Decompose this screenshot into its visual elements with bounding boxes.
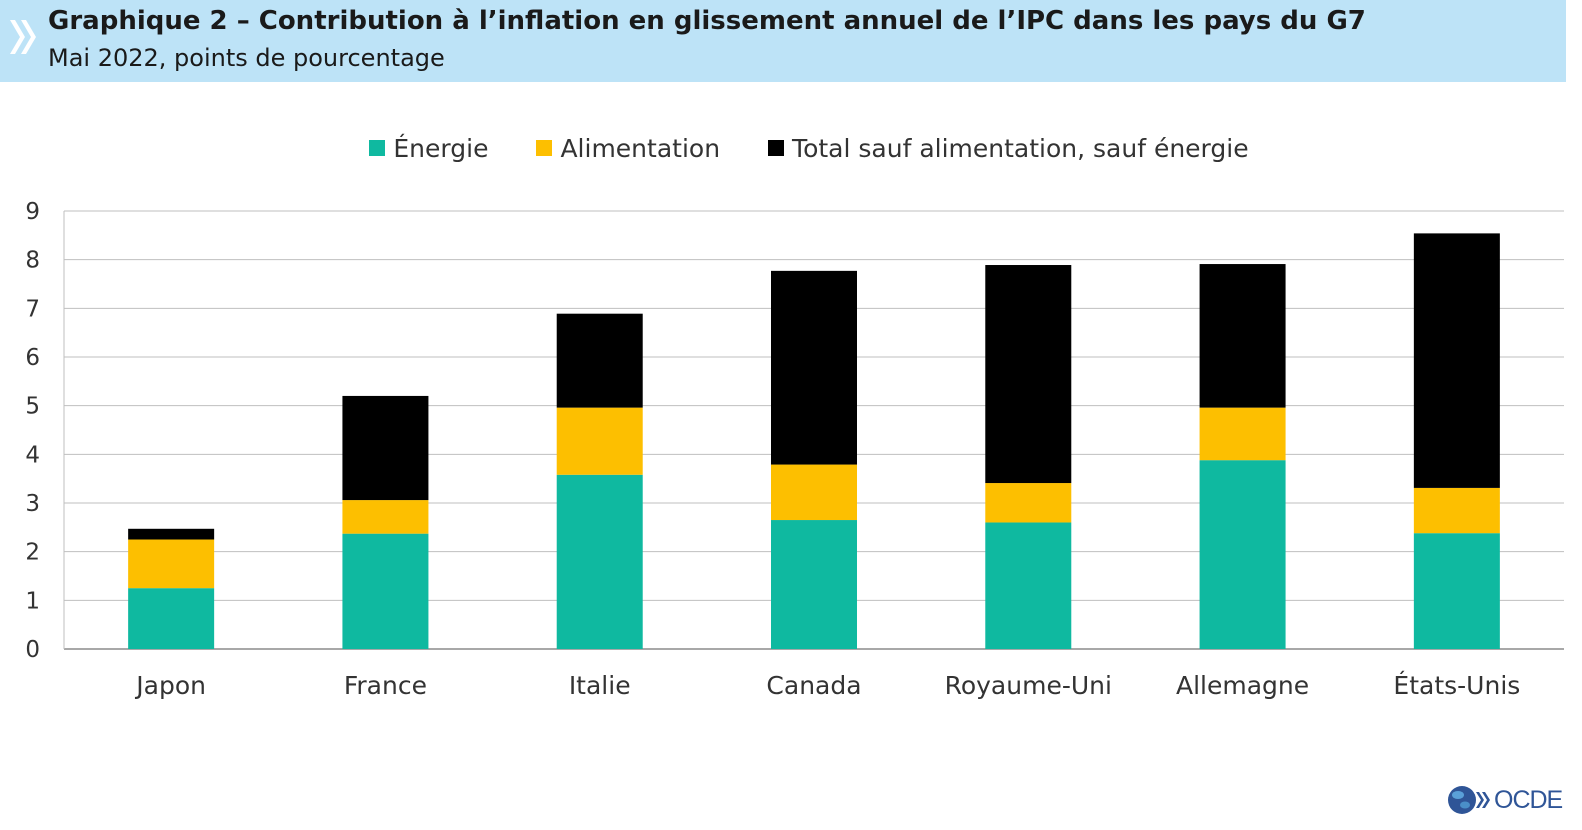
bar-segment-total-sauf-3 [771,270,857,465]
bar-segment-energie-1 [342,533,429,649]
oecd-chevron-icon [10,20,36,54]
x-tick-label: États-Unis [1393,671,1520,700]
y-tick-label: 7 [25,296,40,322]
chart-subtitle: Mai 2022, points de pourcentage [48,44,445,72]
y-tick-label: 1 [25,588,40,614]
bar-segment-total-sauf-2 [556,313,643,408]
y-tick-label: 5 [25,394,40,420]
y-tick-label: 3 [25,491,40,517]
y-tick-label: 4 [25,442,40,468]
bar-segment-energie-5 [1199,460,1286,649]
y-tick-label: 0 [25,637,40,663]
bar-segment-alimentation-1 [342,500,429,534]
bar-segment-energie-3 [771,520,857,649]
x-tick-label: Allemagne [1176,671,1309,700]
bar-segment-total-sauf-5 [1199,264,1286,408]
y-tick-label: 6 [25,345,40,371]
chart-header: Graphique 2 – Contribution à l’inflation… [0,0,1566,82]
x-tick-label: Italie [569,671,631,700]
bar-segment-total-sauf-0 [128,528,215,540]
globe-icon [1448,786,1490,814]
legend-label-energie: Énergie [393,133,489,163]
legend-swatch-total-sauf [768,140,785,156]
bar-segment-total-sauf-4 [985,265,1072,484]
bar-segment-total-sauf-1 [342,395,429,501]
y-tick-label: 2 [25,540,40,566]
bar-segment-alimentation-6 [1413,487,1500,534]
legend-swatch-alimentation [536,140,553,156]
legend-item-total-sauf: Total sauf alimentation, sauf énergie [768,134,1249,163]
bar-segment-alimentation-2 [556,407,643,475]
y-tick-label: 8 [25,248,40,274]
bar-segment-energie-0 [128,588,215,649]
legend-label-total-sauf: Total sauf alimentation, sauf énergie [792,133,1249,163]
legend-label-alimentation: Alimentation [560,133,721,163]
bar-segment-energie-2 [556,474,643,649]
bar-segment-alimentation-5 [1199,407,1286,461]
bar-segment-energie-6 [1413,533,1500,649]
x-tick-label: Royaume-Uni [945,671,1112,700]
bar-segment-total-sauf-6 [1413,233,1500,488]
legend-item-alimentation: Alimentation [536,134,720,163]
chart-legend: Énergie Alimentation Total sauf alimenta… [0,128,1582,168]
bar-segment-alimentation-3 [771,464,857,521]
legend-swatch-energie [369,140,386,156]
bar-segment-energie-4 [985,522,1072,649]
x-tick-label: Japon [134,671,206,700]
chart-title: Graphique 2 – Contribution à l’inflation… [48,6,1366,36]
x-tick-label: France [344,671,427,700]
x-tick-label: Canada [766,671,861,700]
oecd-logo-text: OCDE [1494,786,1563,814]
legend-item-energie: Énergie [369,134,488,163]
bar-segment-alimentation-4 [985,483,1072,523]
bar-segment-alimentation-0 [128,539,215,589]
y-tick-label: 9 [25,199,40,225]
